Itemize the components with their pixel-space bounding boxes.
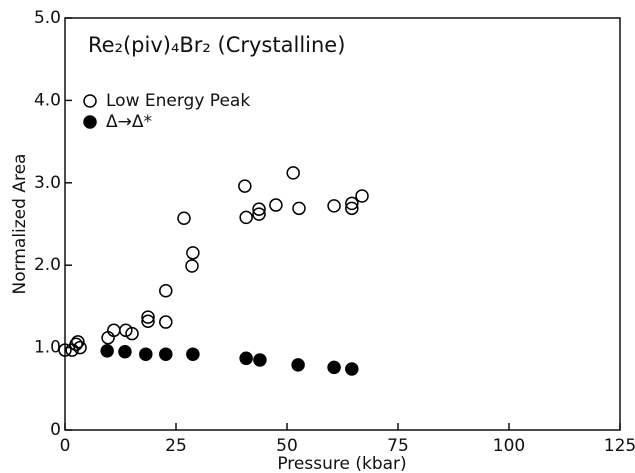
data-point (253, 353, 267, 367)
data-point (159, 315, 173, 329)
data-point (141, 310, 155, 324)
data-point (185, 259, 199, 273)
data-point (139, 347, 153, 361)
data-point (327, 199, 341, 213)
data-point (252, 202, 266, 216)
data-point (345, 201, 359, 216)
data-point (286, 166, 300, 180)
data-point (177, 211, 191, 225)
x-tick-label: 50 (276, 436, 298, 456)
y-tick-label: 1.0 (34, 338, 61, 358)
data-point (119, 323, 133, 338)
data-point (345, 362, 359, 376)
data-point (345, 196, 359, 211)
data-point (291, 358, 305, 372)
data-point (239, 351, 253, 366)
x-tick-label: 0 (60, 436, 71, 456)
data-point (118, 344, 132, 359)
data-point (159, 283, 173, 298)
data-point (159, 347, 173, 361)
data-point (292, 201, 306, 216)
x-axis-label: Pressure (kbar) (277, 454, 406, 473)
data-point (252, 207, 266, 221)
data-point (58, 343, 72, 357)
x-tick-label: 125 (604, 436, 635, 456)
y-tick-label: 4.0 (34, 90, 61, 110)
data-point (239, 210, 253, 225)
y-tick-label: 3.0 (34, 173, 61, 193)
data-point (141, 314, 155, 328)
plot-frame (64, 17, 621, 431)
y-tick-label: 2.0 (34, 255, 61, 275)
chart-title: Re₂(piv)₄Br₂ (Crystalline) (88, 33, 345, 57)
legend-marker (83, 94, 97, 108)
data-point (186, 347, 200, 361)
y-axis-label: Normalized Area (10, 154, 30, 295)
data-point (100, 344, 114, 358)
x-tick-label: 75 (387, 436, 409, 456)
legend-label: Δ→Δ* (106, 112, 152, 132)
x-tick-label: 100 (493, 436, 525, 456)
legend-marker (83, 115, 97, 129)
legend-label: Low Energy Peak (106, 91, 250, 111)
data-point (73, 340, 87, 355)
data-point (186, 246, 200, 260)
data-point (269, 198, 283, 212)
data-point (125, 326, 139, 341)
y-tick-label: 5.0 (34, 8, 61, 28)
data-point (327, 360, 341, 375)
data-point (238, 179, 252, 193)
data-point (69, 337, 83, 352)
y-tick-label: 0 (50, 420, 61, 440)
data-point (71, 335, 85, 349)
x-tick-label: 25 (165, 436, 187, 456)
data-point (355, 189, 369, 203)
